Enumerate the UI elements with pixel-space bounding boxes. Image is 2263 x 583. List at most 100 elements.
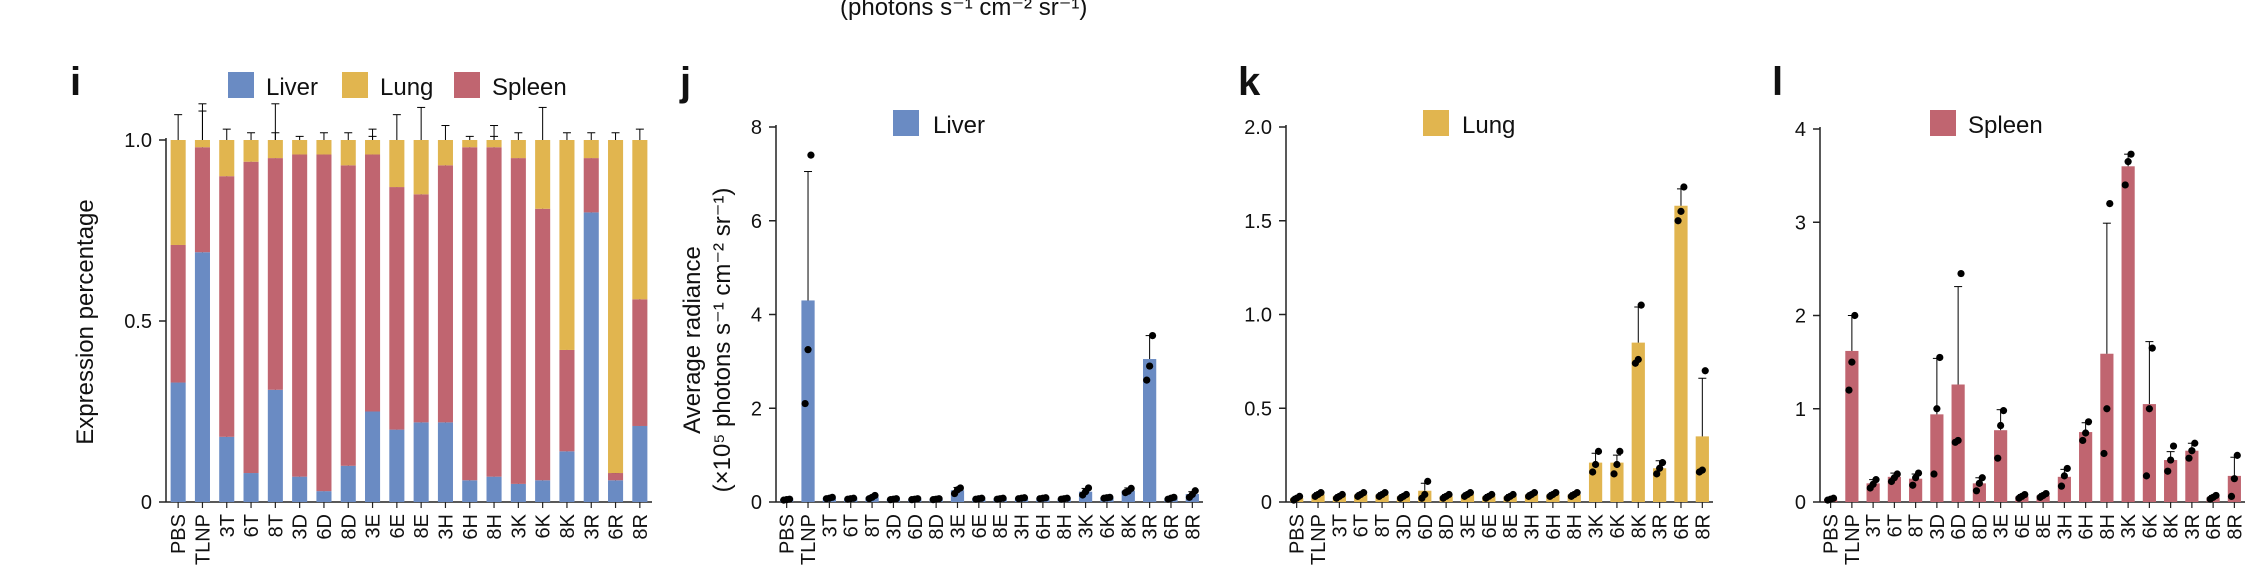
x-tick-label-j: PBS — [777, 514, 799, 554]
data-point — [804, 346, 812, 354]
bar — [1930, 414, 1944, 502]
data-point — [801, 399, 809, 408]
data-point — [2060, 472, 2068, 480]
legend-i: Liver Lung Spleen — [228, 72, 567, 101]
bar — [1143, 359, 1157, 502]
bar-spleen — [535, 208, 551, 481]
data-point — [2106, 200, 2114, 208]
y-tick-label-j: 2 — [751, 398, 762, 420]
bar-spleen — [267, 158, 283, 390]
bar-spleen — [389, 187, 405, 430]
bar-lung — [194, 140, 210, 148]
x-tick-label-j: 3D — [883, 514, 905, 540]
data-point — [1317, 489, 1325, 497]
x-tick-label-j: 3H — [1012, 514, 1034, 540]
x-tick-label-i: PBS — [168, 514, 190, 554]
y-axis-title-i: Expression percentage — [72, 199, 99, 444]
data-point — [2042, 490, 2050, 498]
data-point — [850, 494, 858, 502]
x-tick-label-l: 6E — [2012, 514, 2034, 538]
y-tick-label-l: 0 — [1795, 492, 1806, 514]
x-tick-label-i: 6H — [460, 514, 482, 540]
legend-j: Liver — [893, 110, 985, 139]
bar-lung — [486, 140, 502, 148]
x-tick-label-k: 6H — [1543, 514, 1565, 540]
x-tick-label-i: 6D — [314, 514, 336, 540]
plot-area-l: 0 1 2 3 4 PBS TLNP 3T 6T 8T 3D 6D 8D 3E 6E 8E 3H 6H 8H 3K 6K… — [1795, 119, 2247, 565]
data-point — [914, 495, 922, 503]
x-tick-label-i: 3H — [435, 514, 457, 540]
x-tick-label-j: 3T — [819, 514, 841, 537]
x-tick-label-j: 3K — [1076, 513, 1098, 538]
data-point — [1594, 447, 1603, 455]
legend-label-liver-j: Liver — [933, 112, 985, 139]
bar — [1845, 350, 1859, 502]
x-tick-label-j: 8H — [1054, 514, 1076, 540]
legend-swatch-lung-k — [1423, 110, 1449, 136]
bar-spleen — [194, 147, 210, 253]
data-point — [2100, 449, 2108, 458]
plot-area-i: 0 0.5 1.0 PBS TLNP 3T 6T 8T 3D 6D 8D 3E 6E 8E 3H 6H 8H 3K… — [124, 103, 652, 565]
data-point — [1146, 362, 1154, 370]
data-point — [1381, 489, 1389, 497]
x-tick-label-k: 8K — [1628, 513, 1650, 538]
data-point — [1848, 358, 1856, 366]
cut-off-header: (photons s⁻¹ cm⁻² sr⁻¹) — [840, 0, 1087, 21]
bar-lung — [437, 140, 453, 166]
data-point — [1424, 477, 1432, 485]
bar-spleen — [583, 158, 599, 213]
x-tick-label-l: TLNP — [1842, 514, 1864, 565]
data-point — [1845, 386, 1853, 394]
x-tick-label-i: 8T — [265, 514, 287, 537]
bar — [1994, 430, 2008, 502]
data-point — [2121, 181, 2129, 189]
panel-label-k: k — [1238, 60, 1261, 104]
bar-lung — [267, 140, 283, 159]
x-tick-label-j: 8R — [1182, 514, 1204, 540]
legend-swatch-liver — [228, 72, 254, 98]
x-tick-label-l: 3E — [1991, 514, 2013, 538]
panel-label-j: j — [679, 60, 691, 104]
data-point — [2079, 436, 2087, 445]
data-point — [2063, 464, 2071, 473]
x-tick-label-k: 6R — [1671, 514, 1693, 540]
data-point — [1445, 490, 1453, 499]
x-tick-label-k: 8T — [1372, 514, 1394, 537]
data-point — [999, 494, 1007, 502]
bar — [1610, 462, 1624, 502]
data-point — [1191, 487, 1199, 495]
bar-liver — [194, 252, 210, 502]
bar-liver — [535, 480, 551, 502]
bar-spleen — [486, 147, 502, 477]
legend-swatch-liver-j — [893, 110, 919, 136]
data-point — [1402, 490, 1410, 499]
bar-lung — [559, 140, 575, 350]
x-tick-label-j: 6H — [1033, 514, 1055, 540]
data-point — [1106, 493, 1114, 501]
x-tick-label-l: 6D — [1948, 514, 1970, 540]
data-point — [1616, 447, 1624, 455]
legend-label-spleen: Spleen — [492, 74, 567, 101]
data-point — [1930, 470, 1938, 478]
data-point — [1680, 183, 1688, 191]
data-point — [1999, 407, 2008, 415]
bar — [2142, 404, 2156, 502]
data-point — [1466, 489, 1474, 497]
x-tick-label-i: 6R — [606, 514, 628, 540]
x-tick-label-k: 3H — [1522, 514, 1544, 540]
x-tick-label-k: 8R — [1692, 514, 1714, 540]
data-point — [1957, 269, 1965, 278]
data-point — [1656, 464, 1664, 472]
x-tick-label-j: 8E — [990, 514, 1012, 538]
data-point — [1421, 490, 1429, 499]
bar-spleen — [340, 165, 356, 466]
y-tick-label-k: 0.5 — [1244, 398, 1272, 420]
y-tick-label-j: 8 — [751, 117, 762, 139]
bar — [2057, 476, 2071, 502]
x-tick-label-j: TLNP — [798, 514, 820, 565]
x-tick-label-l: 6R — [2203, 514, 2225, 540]
x-tick-label-l: 3H — [2054, 514, 2076, 540]
x-tick-label-j: 3E — [947, 514, 969, 538]
bar-spleen — [316, 154, 332, 492]
